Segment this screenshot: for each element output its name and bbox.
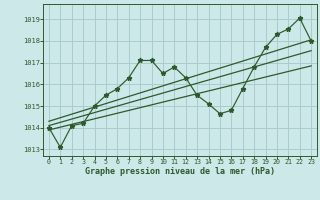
X-axis label: Graphe pression niveau de la mer (hPa): Graphe pression niveau de la mer (hPa)	[85, 167, 275, 176]
